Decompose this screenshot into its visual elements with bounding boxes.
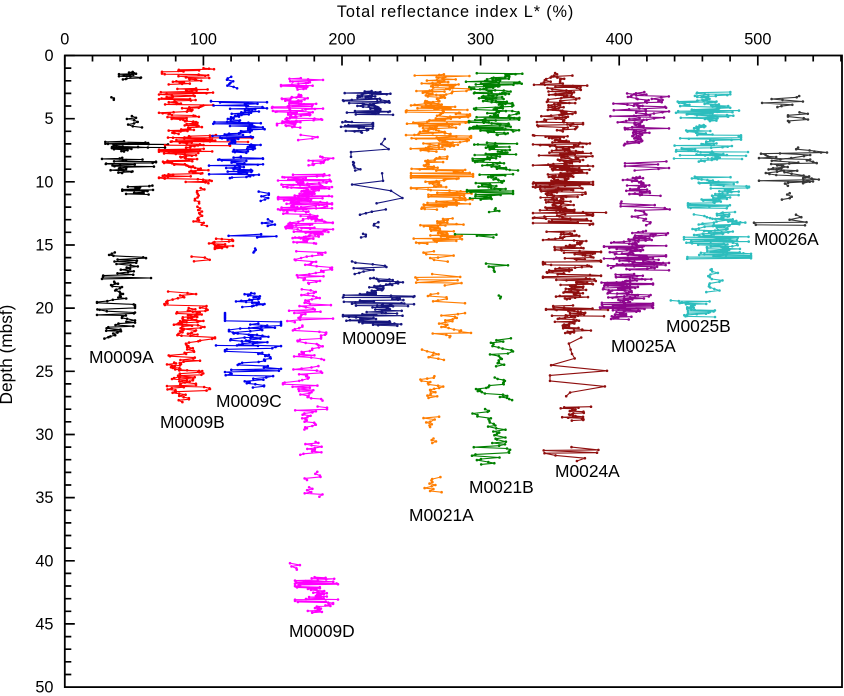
svg-text:M0009A: M0009A <box>89 347 154 367</box>
svg-text:M0024A: M0024A <box>555 461 620 481</box>
svg-text:300: 300 <box>467 31 494 49</box>
svg-text:M0021B: M0021B <box>469 477 534 497</box>
svg-text:10: 10 <box>35 173 53 191</box>
svg-text:500: 500 <box>744 31 771 49</box>
svg-text:15: 15 <box>35 237 53 255</box>
svg-text:M0025B: M0025B <box>666 316 731 336</box>
svg-text:50: 50 <box>35 679 53 696</box>
svg-text:100: 100 <box>190 31 217 49</box>
svg-text:M0026A: M0026A <box>754 229 819 249</box>
svg-text:30: 30 <box>35 426 53 444</box>
svg-text:5: 5 <box>44 110 53 128</box>
svg-text:25: 25 <box>35 363 53 381</box>
svg-text:45: 45 <box>35 615 53 633</box>
svg-text:Total reflectance index L* (%): Total reflectance index L* (%) <box>337 3 574 21</box>
svg-text:200: 200 <box>328 31 355 49</box>
svg-text:400: 400 <box>606 31 633 49</box>
svg-text:Depth (mbsf): Depth (mbsf) <box>0 305 16 405</box>
svg-text:M0009C: M0009C <box>216 391 282 411</box>
svg-text:M0009B: M0009B <box>160 412 225 432</box>
svg-text:0: 0 <box>44 47 53 65</box>
svg-text:35: 35 <box>35 489 53 507</box>
svg-text:M0009D: M0009D <box>289 621 355 641</box>
svg-text:20: 20 <box>35 300 53 318</box>
svg-text:40: 40 <box>35 552 53 570</box>
svg-text:M0009E: M0009E <box>342 328 407 348</box>
svg-text:0: 0 <box>60 31 69 49</box>
svg-text:M0021A: M0021A <box>409 505 474 525</box>
svg-text:M0025A: M0025A <box>611 336 676 356</box>
